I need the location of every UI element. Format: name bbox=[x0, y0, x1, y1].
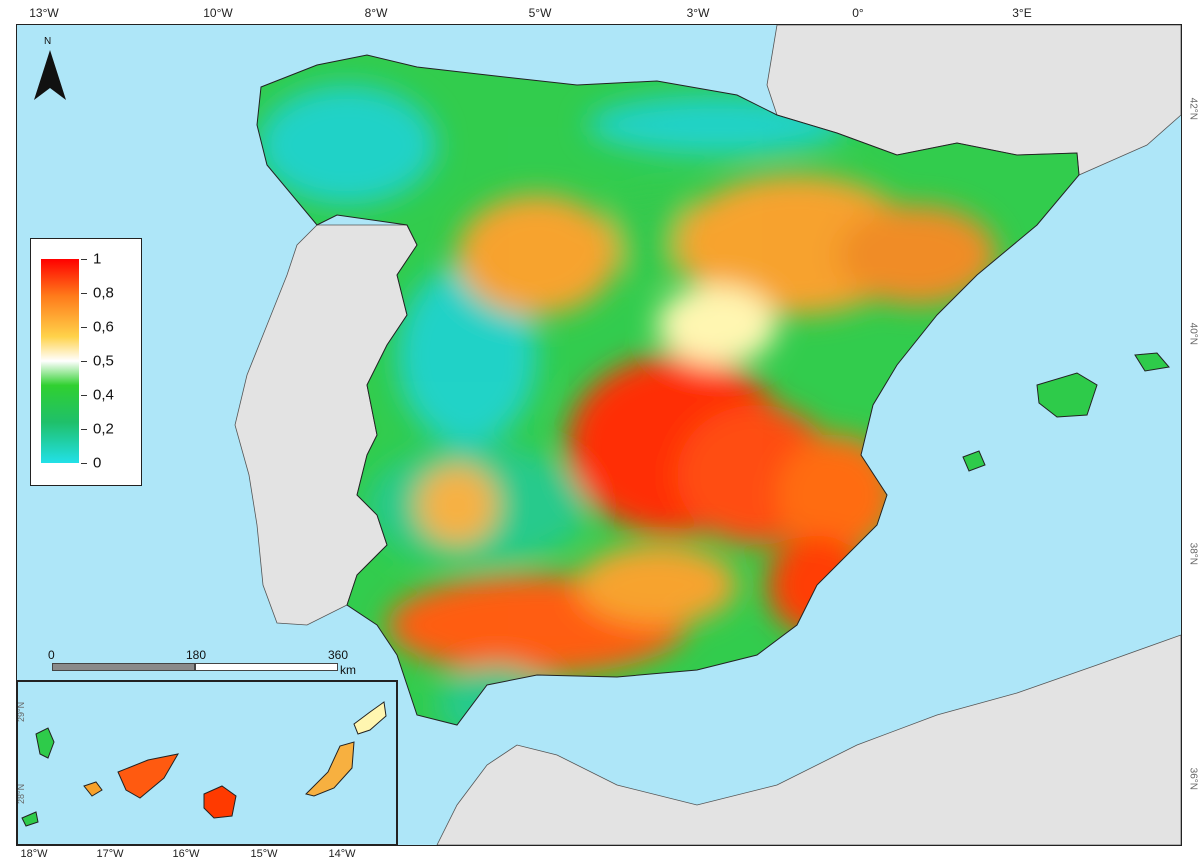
inset-lon-tick-18w: 18°W bbox=[20, 848, 48, 860]
legend-label-04: 0,4 bbox=[93, 386, 114, 404]
legend-tick bbox=[81, 293, 87, 294]
legend-label-0: 0 bbox=[93, 454, 102, 472]
lon-tick-0: 0° bbox=[852, 6, 864, 20]
ibiza bbox=[962, 450, 986, 472]
legend-tick bbox=[81, 259, 87, 260]
inset-lat-tick-28n: 28°N bbox=[18, 784, 26, 804]
scale-label-0: 0 bbox=[48, 648, 55, 662]
lat-tick-40n: 40°N bbox=[1187, 322, 1198, 345]
scale-label-180: 180 bbox=[186, 648, 207, 662]
island-gran-canaria bbox=[203, 785, 237, 819]
inset-lon-tick-15w: 15°W bbox=[250, 848, 278, 860]
legend-label-08: 0,8 bbox=[93, 284, 114, 302]
island-lanzarote bbox=[353, 701, 387, 735]
lon-tick-3w: 3°W bbox=[686, 6, 710, 20]
island-la-palma bbox=[35, 727, 55, 759]
lon-tick-5w: 5°W bbox=[528, 6, 552, 20]
legend-label-06: 0,6 bbox=[93, 318, 114, 336]
scale-segment-dark bbox=[52, 663, 195, 671]
lon-tick-13w: 13°W bbox=[29, 6, 59, 20]
mallorca bbox=[1036, 372, 1098, 418]
inset-lon-tick-16w: 16°W bbox=[172, 848, 200, 860]
legend-tick bbox=[81, 327, 87, 328]
canary-islands-inset: 29°N 28°N bbox=[16, 680, 398, 846]
scale-bar bbox=[52, 663, 338, 671]
canary-inset-canvas: 29°N 28°N bbox=[18, 701, 387, 827]
north-arrow-icon bbox=[34, 50, 66, 100]
scale-segment-light bbox=[195, 663, 338, 671]
north-africa-land bbox=[436, 634, 1181, 845]
legend-color-ramp bbox=[41, 259, 79, 463]
menorca bbox=[1134, 352, 1170, 372]
legend-label-02: 0,2 bbox=[93, 420, 114, 438]
north-label: N bbox=[44, 36, 52, 47]
legend-tick bbox=[81, 361, 87, 362]
spain-outline bbox=[256, 54, 1080, 726]
lat-tick-36n: 36°N bbox=[1187, 767, 1198, 790]
legend-label-1: 1 bbox=[93, 250, 102, 268]
scale-unit: km bbox=[340, 663, 356, 677]
lon-tick-10w: 10°W bbox=[203, 6, 233, 20]
lat-tick-42n: 42°N bbox=[1187, 97, 1198, 120]
lon-tick-8w: 8°W bbox=[364, 6, 388, 20]
legend-tick bbox=[81, 429, 87, 430]
legend: 1 0,8 0,6 0,5 0,4 0,2 0 bbox=[30, 238, 142, 486]
inset-lon-tick-14w: 14°W bbox=[328, 848, 356, 860]
lat-tick-38n: 38°N bbox=[1187, 542, 1198, 565]
island-la-gomera bbox=[83, 781, 103, 797]
lon-tick-3e: 3°E bbox=[1012, 6, 1032, 20]
inset-lon-tick-17w: 17°W bbox=[96, 848, 124, 860]
legend-label-05: 0,5 bbox=[93, 352, 114, 370]
island-el-hierro bbox=[21, 811, 39, 827]
island-fuerteventura bbox=[305, 741, 355, 797]
scale-label-360: 360 bbox=[328, 648, 349, 662]
inset-lat-tick-29n: 29°N bbox=[18, 702, 26, 722]
legend-tick bbox=[81, 395, 87, 396]
island-tenerife bbox=[117, 753, 179, 799]
north-arrow: N bbox=[32, 36, 68, 104]
legend-tick bbox=[81, 463, 87, 464]
